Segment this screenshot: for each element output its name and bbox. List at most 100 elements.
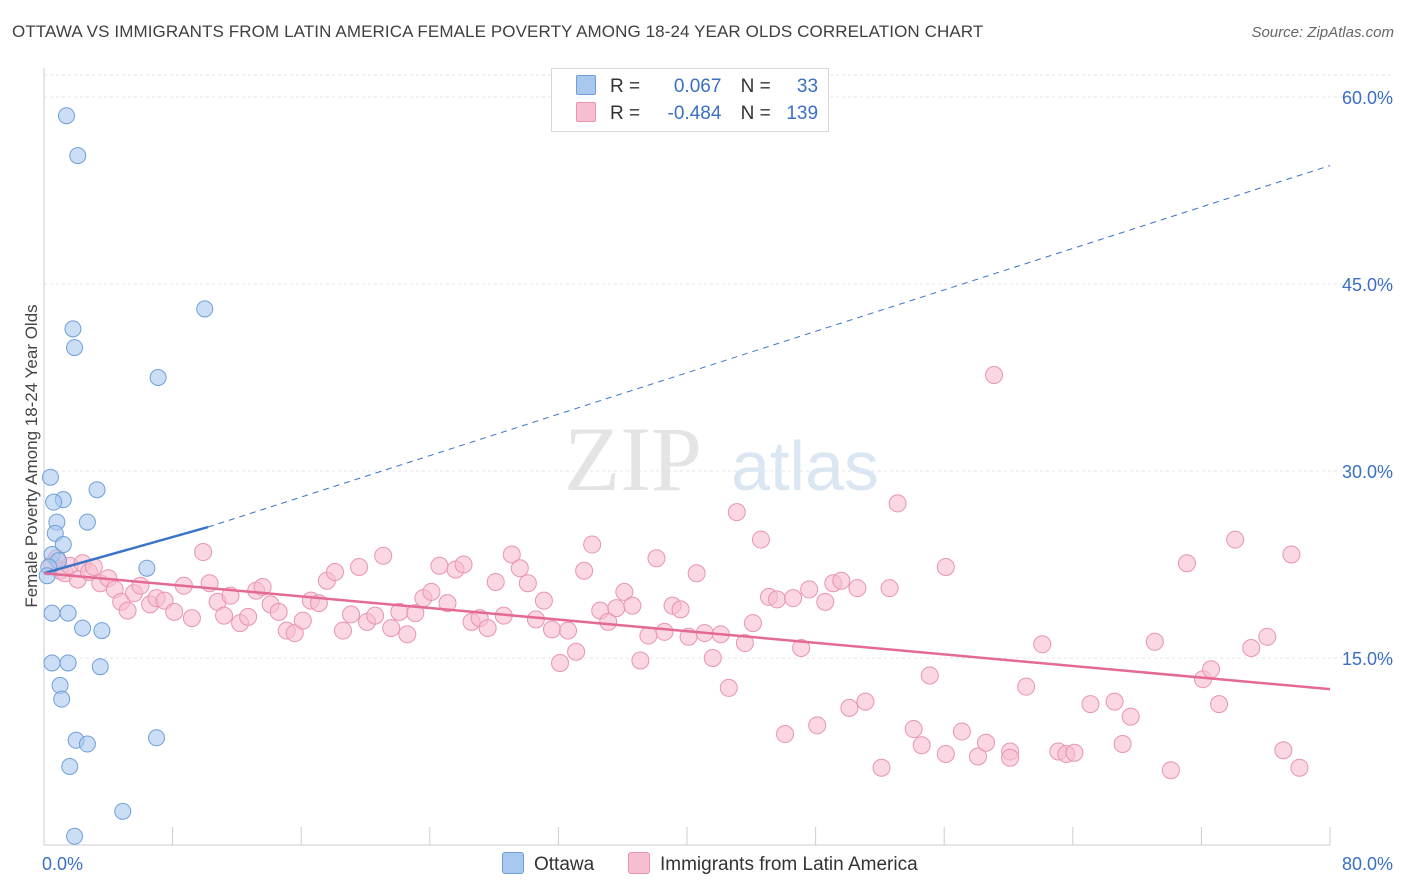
data-point — [792, 639, 811, 658]
data-point — [534, 591, 553, 610]
ottawa-points — [38, 107, 214, 845]
data-point — [149, 369, 167, 386]
data-point — [78, 513, 96, 531]
n-label: N = — [740, 76, 771, 97]
data-point — [952, 722, 971, 741]
data-point — [936, 557, 955, 576]
data-point — [1113, 735, 1132, 754]
data-point — [182, 609, 201, 628]
data-point — [607, 599, 626, 618]
ottawa-swatch — [576, 75, 596, 95]
data-point — [43, 604, 61, 622]
data-point — [69, 147, 87, 165]
data-point — [1161, 761, 1180, 780]
data-point — [88, 481, 106, 499]
data-point — [920, 666, 939, 685]
data-point — [832, 571, 851, 590]
data-point — [59, 604, 77, 622]
watermark-zip: ZIP — [564, 408, 702, 510]
data-point — [808, 716, 827, 735]
data-point — [800, 580, 819, 599]
data-point — [1081, 695, 1100, 714]
data-point — [1258, 627, 1277, 646]
data-point — [422, 582, 441, 601]
data-point — [366, 606, 385, 625]
ottawa-r-value: 0.067 — [673, 76, 722, 97]
data-point — [768, 590, 787, 609]
data-point — [502, 545, 521, 564]
data-point — [325, 562, 344, 581]
correlation-legend: R = 0.067 N = 33 R = -0.484 N = 139 — [551, 68, 829, 132]
data-point — [1105, 692, 1124, 711]
data-point — [350, 557, 369, 576]
data-point — [138, 559, 156, 577]
axes — [43, 68, 1331, 846]
data-point — [54, 536, 72, 554]
data-point — [74, 619, 92, 637]
data-point — [342, 605, 361, 624]
tick-labels: 15.0% 30.0% 45.0% 60.0% 0.0% 80.0% — [42, 88, 1393, 874]
data-point — [880, 579, 899, 598]
ottawa-legend-label: Ottawa — [534, 854, 595, 875]
data-point — [567, 642, 586, 661]
data-point — [66, 827, 84, 845]
data-point — [583, 535, 602, 554]
data-point — [727, 503, 746, 522]
data-point — [58, 107, 76, 125]
data-point — [374, 546, 393, 565]
data-point — [486, 572, 505, 591]
latin-n-value: 139 — [786, 103, 819, 124]
x-tick-label-end: 80.0% — [1342, 854, 1393, 874]
data-point — [840, 698, 859, 717]
r-label: R = — [610, 76, 641, 97]
data-point — [655, 622, 674, 641]
data-point — [478, 619, 497, 638]
data-point — [1274, 741, 1293, 760]
data-point — [78, 735, 96, 753]
data-point — [59, 654, 77, 672]
data-point — [1226, 530, 1245, 549]
data-point — [239, 607, 258, 626]
data-point — [131, 576, 150, 595]
data-point — [872, 758, 891, 777]
data-point — [559, 621, 578, 640]
data-point — [43, 654, 61, 672]
data-point — [148, 729, 166, 747]
chart-source: Source: ZipAtlas.com — [1251, 24, 1394, 41]
data-point — [856, 692, 875, 711]
data-point — [784, 589, 803, 608]
data-point — [599, 612, 618, 631]
watermark-atlas: atlas — [731, 427, 879, 505]
bottom-legend-ottawa: Ottawa — [502, 852, 594, 876]
data-point — [66, 339, 84, 357]
data-point — [1145, 632, 1164, 651]
data-point — [936, 744, 955, 763]
data-point — [333, 621, 352, 640]
data-point — [1017, 677, 1036, 696]
latin-swatch — [576, 102, 596, 122]
data-point — [118, 601, 137, 620]
x-tick-label-start: 0.0% — [42, 854, 83, 874]
r-label: R = — [610, 103, 641, 124]
data-point — [968, 747, 987, 766]
data-point — [91, 658, 109, 676]
data-point — [976, 733, 995, 752]
data-point — [904, 720, 923, 739]
data-point — [623, 596, 642, 615]
data-point — [165, 602, 184, 621]
data-point — [671, 600, 690, 619]
chart-title: OTTAWA VS IMMIGRANTS FROM LATIN AMERICA … — [12, 22, 984, 41]
data-point — [253, 577, 272, 596]
latin-legend-swatch — [628, 852, 650, 874]
data-point — [848, 579, 867, 598]
data-point — [687, 564, 706, 583]
data-point — [639, 626, 658, 645]
data-point — [751, 530, 770, 549]
latin-legend-label: Immigrants from Latin America — [660, 854, 918, 875]
legend-row-ottawa: R = 0.067 N = 33 — [576, 75, 818, 98]
data-point — [575, 561, 594, 580]
data-point — [438, 594, 457, 613]
data-point — [196, 300, 214, 318]
y-tick-label: 60.0% — [1342, 88, 1393, 108]
